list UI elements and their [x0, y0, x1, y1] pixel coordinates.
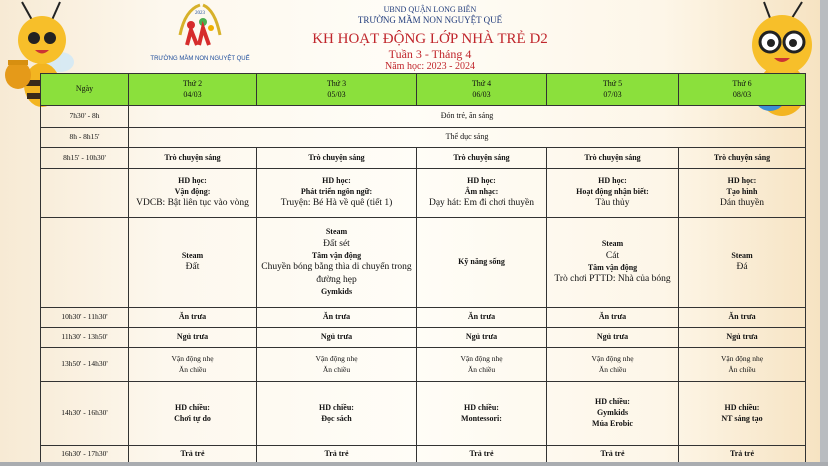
- activity-cell: Steam Cát Tâm vận động Trò chơi PTTD: Nhà c…: [546, 217, 679, 308]
- day-header: Thứ 5 07/03: [546, 73, 679, 106]
- activity-cell: Ăn trưa: [256, 307, 417, 328]
- activity-cell: Ăn trưa: [678, 307, 806, 328]
- table-row: 7h30' - 8h Đón trẻ, ăn sáng: [40, 105, 806, 128]
- table-row: 11h30' - 13h50' Ngủ trưa Ngủ trưa Ngủ trưa…: [40, 327, 806, 348]
- time-cell: 8h15' - 10h30': [40, 147, 129, 169]
- school-label: TRƯỜNG MẦM NON NGUYỆT QUẾ: [357, 15, 503, 25]
- time-cell: 16h30' - 17h30': [40, 445, 129, 464]
- activity-cell: HD học: Hoạt động nhận biết: Tàu thủy: [546, 168, 679, 218]
- activity-cell: Trò chuyện sáng: [678, 147, 806, 169]
- table-row: 16h30' - 17h30' Trả trẻ Trả trẻ Trả trẻ Trả…: [40, 445, 806, 464]
- activity-cell: HD chiều: NT sáng tạo: [678, 381, 806, 446]
- time-cell: 8h - 8h15': [40, 127, 129, 148]
- activity-cell: HD chiều: Đọc sách: [256, 381, 417, 446]
- activity-cell: Ngủ trưa: [546, 327, 679, 348]
- time-cell: [40, 168, 129, 218]
- activity-cell: Vận động nhẹ Ăn chiều: [678, 347, 806, 382]
- day-header: Thứ 6 08/03: [678, 73, 806, 106]
- time-cell: 11h30' - 13h50': [40, 327, 129, 348]
- activity-cell: Ngủ trưa: [256, 327, 417, 348]
- school-year-label: Năm học: 2023 - 2024: [385, 61, 475, 72]
- day-header: Thứ 3 05/03: [256, 73, 417, 106]
- school-logo: 2023 TRƯỜNG MẦM NON NGUYỆT QUẾ: [150, 3, 250, 62]
- schedule-table: Ngày Thứ 2 04/03 Thứ 3 05/03 Thứ 4 06/03 Th…: [40, 73, 806, 464]
- svg-text:TRƯỜNG MẦM NON NGUYỆT QUẾ: TRƯỜNG MẦM NON NGUYỆT QUẾ: [150, 54, 249, 62]
- activity-cell: Trò chuyện sáng: [546, 147, 679, 169]
- activity-cell: Vận động nhẹ Ăn chiều: [416, 347, 547, 382]
- time-cell: 10h30' - 11h30': [40, 307, 129, 328]
- window-edge: [820, 0, 828, 466]
- activity-cell: Trả trẻ: [546, 445, 679, 464]
- week-label: Tuần 3 - Tháng 4: [388, 47, 472, 61]
- activity-cell: Trò chuyện sáng: [256, 147, 417, 169]
- day-column-header: Ngày: [40, 73, 129, 106]
- district-label: UBND QUẬN LONG BIÊN: [383, 5, 477, 14]
- time-cell: 14h30' - 16h30': [40, 381, 129, 446]
- activity-cell: HD chiều: Chơi tự do: [128, 381, 257, 446]
- table-row: 8h - 8h15' Thể dục sáng: [40, 127, 806, 148]
- table-row: HD học: Vận động: VDCB: Bật liên tục vào v…: [40, 168, 806, 218]
- activity-cell: Steam Đất: [128, 217, 257, 308]
- activity-cell: Vận động nhẹ Ăn chiều: [128, 347, 257, 382]
- table-row: Steam Đất Steam Đất sét Tâm vận động Chuyền …: [40, 217, 806, 308]
- activity-cell: Steam Đá: [678, 217, 806, 308]
- table-row: 14h30' - 16h30' HD chiều: Chơi tự do HD c…: [40, 381, 806, 446]
- activity-cell: Ăn trưa: [128, 307, 257, 328]
- time-cell: 7h30' - 8h: [40, 105, 129, 128]
- activity-cell: Vận động nhẹ Ăn chiều: [546, 347, 679, 382]
- window-bottom-edge: [0, 462, 828, 466]
- day-header: Thứ 4 06/03: [416, 73, 547, 106]
- day-header: Thứ 2 04/03: [128, 73, 257, 106]
- activity-cell: Trò chuyện sáng: [128, 147, 257, 169]
- activity-cell: HD học: Vận động: VDCB: Bật liên tục vào v…: [128, 168, 257, 218]
- activity-cell: Steam Đất sét Tâm vận động Chuyền bóng bằng…: [256, 217, 417, 308]
- activity-cell: Ngủ trưa: [128, 327, 257, 348]
- activity-cell: Trả trẻ: [128, 445, 257, 464]
- time-cell: [40, 217, 129, 308]
- activity-cell: Trả trẻ: [678, 445, 806, 464]
- activity-cell: HD học: Âm nhạc: Dạy hát: Em đi chơi thuyề…: [416, 168, 547, 218]
- activity-cell: Thể dục sáng: [128, 127, 806, 148]
- activity-cell: HD học: Tạo hình Dán thuyền: [678, 168, 806, 218]
- activity-cell: Ngủ trưa: [678, 327, 806, 348]
- activity-cell: Trả trẻ: [256, 445, 417, 464]
- activity-cell: Đón trẻ, ăn sáng: [128, 105, 806, 128]
- activity-cell: HD học: Phát triển ngôn ngữ: Truyện: Bé Hà…: [256, 168, 417, 218]
- activity-cell: Ăn trưa: [416, 307, 547, 328]
- table-row: 10h30' - 11h30' Ăn trưa Ăn trưa Ăn trưa Ăn …: [40, 307, 806, 328]
- activity-cell: Kỹ năng sống: [416, 217, 547, 308]
- activity-cell: Ngủ trưa: [416, 327, 547, 348]
- page-title: KH HOẠT ĐỘNG LỚP NHÀ TRẺ D2: [312, 31, 548, 47]
- table-row: 13h50' - 14h30' Vận động nhẹ Ăn chiều Vận…: [40, 347, 806, 382]
- activity-cell: HD chiều: Gymkids Múa Erobic: [546, 381, 679, 446]
- activity-cell: Vận động nhẹ Ăn chiều: [256, 347, 417, 382]
- header-row: Ngày Thứ 2 04/03 Thứ 3 05/03 Thứ 4 06/03 Th…: [40, 73, 806, 106]
- time-cell: 13h50' - 14h30': [40, 347, 129, 382]
- svg-text:2023: 2023: [195, 11, 206, 16]
- activity-cell: Trả trẻ: [416, 445, 547, 464]
- activity-cell: Trò chuyện sáng: [416, 147, 547, 169]
- activity-cell: HD chiều: Montessori:: [416, 381, 547, 446]
- table-row: 8h15' - 10h30' Trò chuyện sáng Trò chuyện…: [40, 147, 806, 169]
- activity-cell: Ăn trưa: [546, 307, 679, 328]
